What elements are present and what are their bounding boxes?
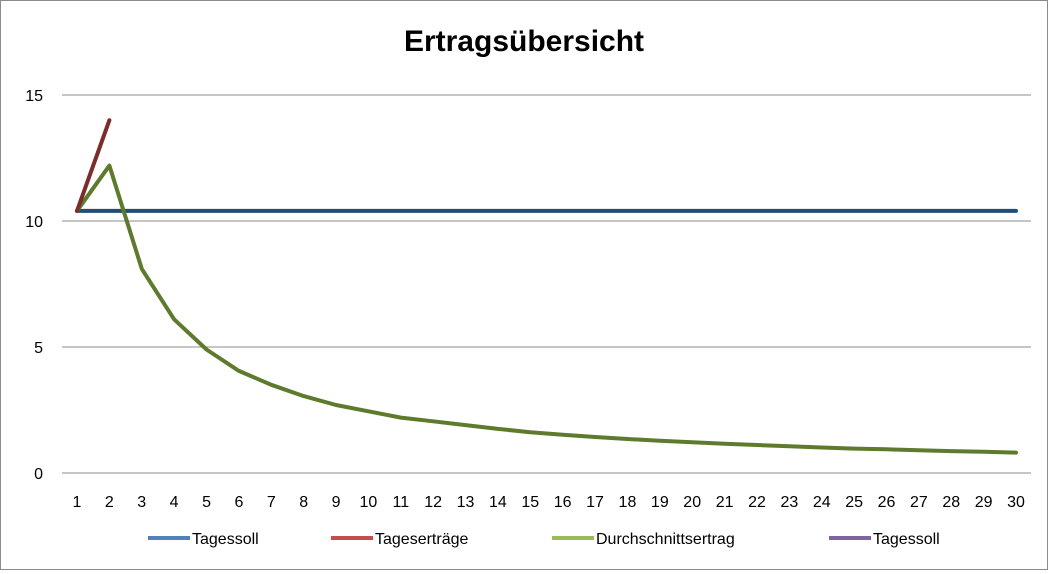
- x-tick-label: 1: [73, 494, 82, 511]
- x-tick-label: 14: [489, 494, 507, 511]
- legend-label: Tagessoll: [192, 531, 259, 548]
- x-tick-label: 10: [360, 494, 378, 511]
- x-tick-label: 26: [878, 494, 896, 511]
- x-tick-label: 29: [975, 494, 993, 511]
- x-tick-label: 17: [586, 494, 604, 511]
- y-tick-label: 5: [34, 340, 43, 357]
- legend-label: Tagessoll: [873, 531, 940, 548]
- x-tick-label: 13: [457, 494, 475, 511]
- x-tick-label: 4: [170, 494, 179, 511]
- x-tick-label: 19: [651, 494, 669, 511]
- x-tick-label: 20: [683, 494, 701, 511]
- y-axis-tick-labels: 0 5 10 15: [25, 88, 43, 483]
- y-tick-label: 0: [34, 466, 43, 483]
- legend-label: Durchschnittsertrag: [596, 531, 735, 548]
- x-tick-label: 2: [105, 494, 114, 511]
- series-line-2: [75, 118, 112, 213]
- x-tick-label: 21: [716, 494, 734, 511]
- x-tick-label: 23: [780, 494, 798, 511]
- x-tick-label: 24: [813, 494, 831, 511]
- x-tick-label: 18: [619, 494, 637, 511]
- x-tick-label: 7: [267, 494, 276, 511]
- x-tick-label: 6: [234, 494, 243, 511]
- x-tick-label: 16: [554, 494, 572, 511]
- x-tick-label: 27: [910, 494, 928, 511]
- x-tick-label: 3: [137, 494, 146, 511]
- x-tick-label: 8: [299, 494, 308, 511]
- legend: Tagessoll Tageserträge Durchschnittsertrag…: [148, 531, 940, 548]
- x-tick-label: 22: [748, 494, 766, 511]
- x-tick-label: 11: [392, 494, 409, 511]
- x-tick-label: 25: [845, 494, 863, 511]
- x-tick-label: 30: [1007, 494, 1025, 511]
- x-tick-label: 9: [332, 494, 341, 511]
- x-tick-label: 15: [521, 494, 539, 511]
- x-axis-tick-labels: 1 2 3 4 5 6 7 8 9 10 11 12 13 14 15 16 17 18 19 20 21 22 23 24 2…: [73, 494, 1025, 511]
- x-tick-label: 28: [942, 494, 960, 511]
- legend-label: Tageserträge: [375, 531, 468, 548]
- chart-title: Ertragsübersicht: [404, 25, 644, 58]
- y-tick-label: 15: [25, 88, 43, 105]
- series-line-3: [75, 163, 1018, 455]
- y-tick-label: 10: [25, 214, 43, 231]
- x-tick-label: 12: [424, 494, 442, 511]
- series-lines: [75, 118, 1018, 455]
- gridlines: [62, 94, 1031, 474]
- x-tick-label: 5: [202, 494, 211, 511]
